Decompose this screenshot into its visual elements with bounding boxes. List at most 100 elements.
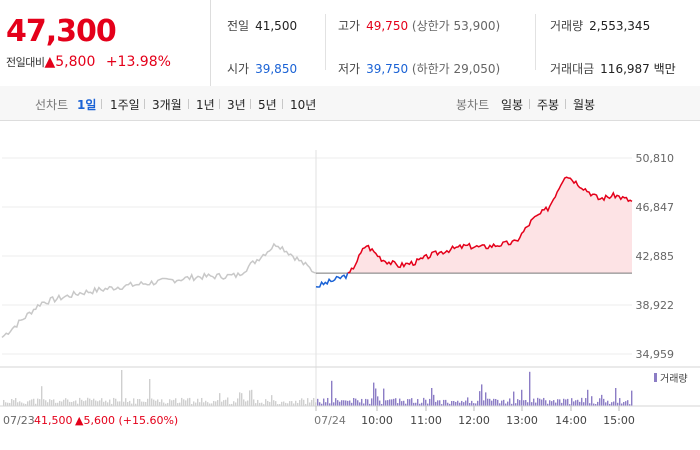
- volume-bar: [361, 398, 363, 406]
- volume-bar: [21, 402, 23, 406]
- stat-prev-close: 전일 41,500: [227, 17, 297, 34]
- volume-bar: [239, 392, 241, 406]
- volume-bar: [477, 400, 479, 406]
- volume-bar: [25, 403, 27, 406]
- volume-bar: [47, 402, 49, 406]
- volume-bar: [483, 400, 485, 406]
- volume-bar: [193, 401, 195, 406]
- volume-bar: [35, 403, 37, 406]
- volume-bar: [353, 397, 355, 406]
- volume-bar: [129, 400, 131, 406]
- volume-bars: [3, 370, 633, 406]
- volume-bar: [241, 393, 243, 406]
- volume-bar: [161, 399, 163, 406]
- volume-bar: [595, 404, 597, 406]
- stat-high: 고가 49,750 (상한가 53,900): [338, 17, 500, 34]
- today-price-line: [347, 176, 633, 274]
- volume-bar: [287, 403, 289, 406]
- period-1day-button[interactable]: 1일: [77, 98, 97, 112]
- volume-bar: [303, 399, 305, 406]
- volume-bar: [223, 400, 225, 406]
- volume-bar: [79, 397, 81, 406]
- period-5year-button[interactable]: 5년: [258, 98, 277, 112]
- volume-bar: [337, 400, 339, 406]
- gridlines: [2, 150, 632, 408]
- volume-bar: [171, 400, 173, 406]
- stat-value: 39,850: [255, 62, 298, 76]
- volume-bar: [457, 400, 459, 406]
- volume-bar: [71, 401, 73, 406]
- volume-bar: [395, 398, 397, 406]
- divider: [219, 99, 220, 109]
- volume-bar: [195, 402, 197, 406]
- volume-bar: [111, 403, 113, 406]
- divider: [325, 14, 326, 70]
- volume-bar: [383, 388, 385, 406]
- stat-label: 저가: [338, 62, 361, 76]
- lower-limit: (하한가 29,050): [411, 62, 501, 76]
- volume-bar: [503, 399, 505, 406]
- volume-bar: [559, 399, 561, 406]
- period-1week-button[interactable]: 1주일: [110, 98, 140, 112]
- volume-bar: [291, 401, 293, 406]
- candle-weekly-button[interactable]: 주봉: [537, 98, 560, 112]
- volume-bar: [589, 403, 591, 406]
- volume-bar: [525, 400, 527, 406]
- volume-bar: [149, 379, 151, 406]
- volume-bar: [91, 400, 93, 406]
- volume-bar: [563, 398, 565, 406]
- prev-day-date: 07/23: [3, 414, 35, 427]
- volume-bar: [187, 398, 189, 406]
- volume-bar: [167, 402, 169, 406]
- change-label: 전일대비: [6, 56, 45, 69]
- period-10year-button[interactable]: 10년: [290, 98, 317, 112]
- volume-bar: [207, 402, 209, 406]
- volume-bar: [139, 399, 141, 406]
- volume-bar: [131, 403, 133, 406]
- volume-bar: [451, 400, 453, 406]
- change-percent: +13.98%: [105, 54, 171, 70]
- stat-open: 시가 39,850: [227, 60, 297, 77]
- volume-bar: [77, 403, 79, 406]
- volume-bar: [157, 399, 159, 406]
- volume-bar: [397, 403, 399, 406]
- volume-bar: [65, 398, 67, 406]
- candle-monthly-button[interactable]: 월봉: [573, 98, 596, 112]
- y-tick-label: 50,810: [636, 152, 675, 165]
- volume-bar: [283, 401, 285, 406]
- volume-bar: [389, 399, 391, 406]
- x-tick-label: 07/24: [314, 414, 346, 427]
- period-3month-button[interactable]: 3개월: [152, 98, 182, 112]
- divider: [565, 99, 566, 109]
- volume-bar: [179, 402, 181, 406]
- volume-bar: [565, 399, 567, 406]
- volume-bar: [619, 398, 621, 406]
- volume-bar: [153, 399, 155, 406]
- volume-bar: [311, 399, 313, 406]
- stat-volume: 거래량 2,553,345: [550, 17, 650, 34]
- volume-bar: [219, 393, 221, 406]
- volume-bar: [591, 396, 593, 406]
- x-tick-label: 11:00: [410, 414, 442, 427]
- period-3year-button[interactable]: 3년: [227, 98, 246, 112]
- period-1year-button[interactable]: 1년: [196, 98, 215, 112]
- volume-bar: [323, 398, 325, 406]
- y-tick-label: 46,847: [636, 201, 675, 214]
- volume-bar: [39, 399, 41, 406]
- volume-bar: [407, 399, 409, 406]
- volume-bar: [117, 401, 119, 406]
- volume-bar: [109, 399, 111, 406]
- chart-toolbar: 선차트 1일 1주일 3개월 1년 3년 5년 10년 봉차트 일봉 주봉 월봉: [0, 86, 700, 121]
- volume-bar: [229, 404, 231, 406]
- volume-bar: [327, 397, 329, 406]
- volume-bar: [459, 402, 461, 406]
- volume-bar: [443, 399, 445, 406]
- volume-bar: [549, 400, 551, 406]
- volume-bar: [377, 396, 379, 406]
- volume-bar: [103, 401, 105, 406]
- volume-bar: [203, 402, 205, 406]
- volume-bar: [33, 398, 35, 406]
- volume-bar: [629, 404, 631, 406]
- change-row: 전일대비▲5,800 +13.98%: [6, 54, 171, 70]
- candle-daily-button[interactable]: 일봉: [501, 98, 524, 112]
